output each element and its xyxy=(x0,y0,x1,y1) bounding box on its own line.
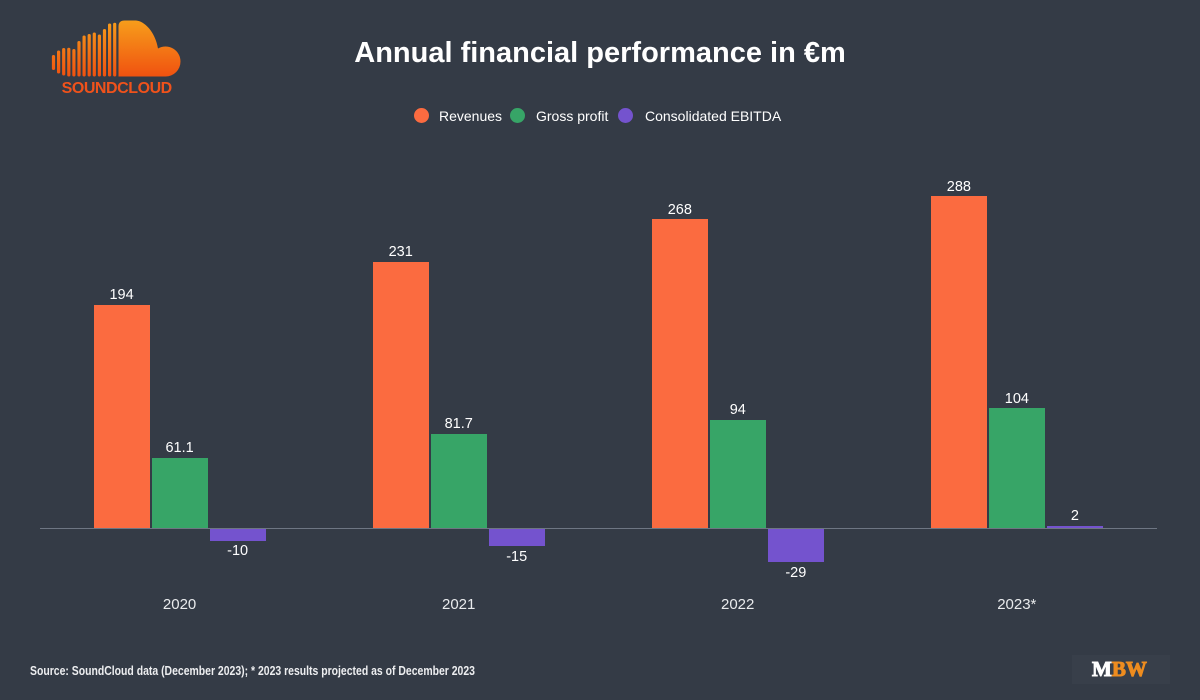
svg-text:SOUNDCLOUD: SOUNDCLOUD xyxy=(62,80,172,97)
